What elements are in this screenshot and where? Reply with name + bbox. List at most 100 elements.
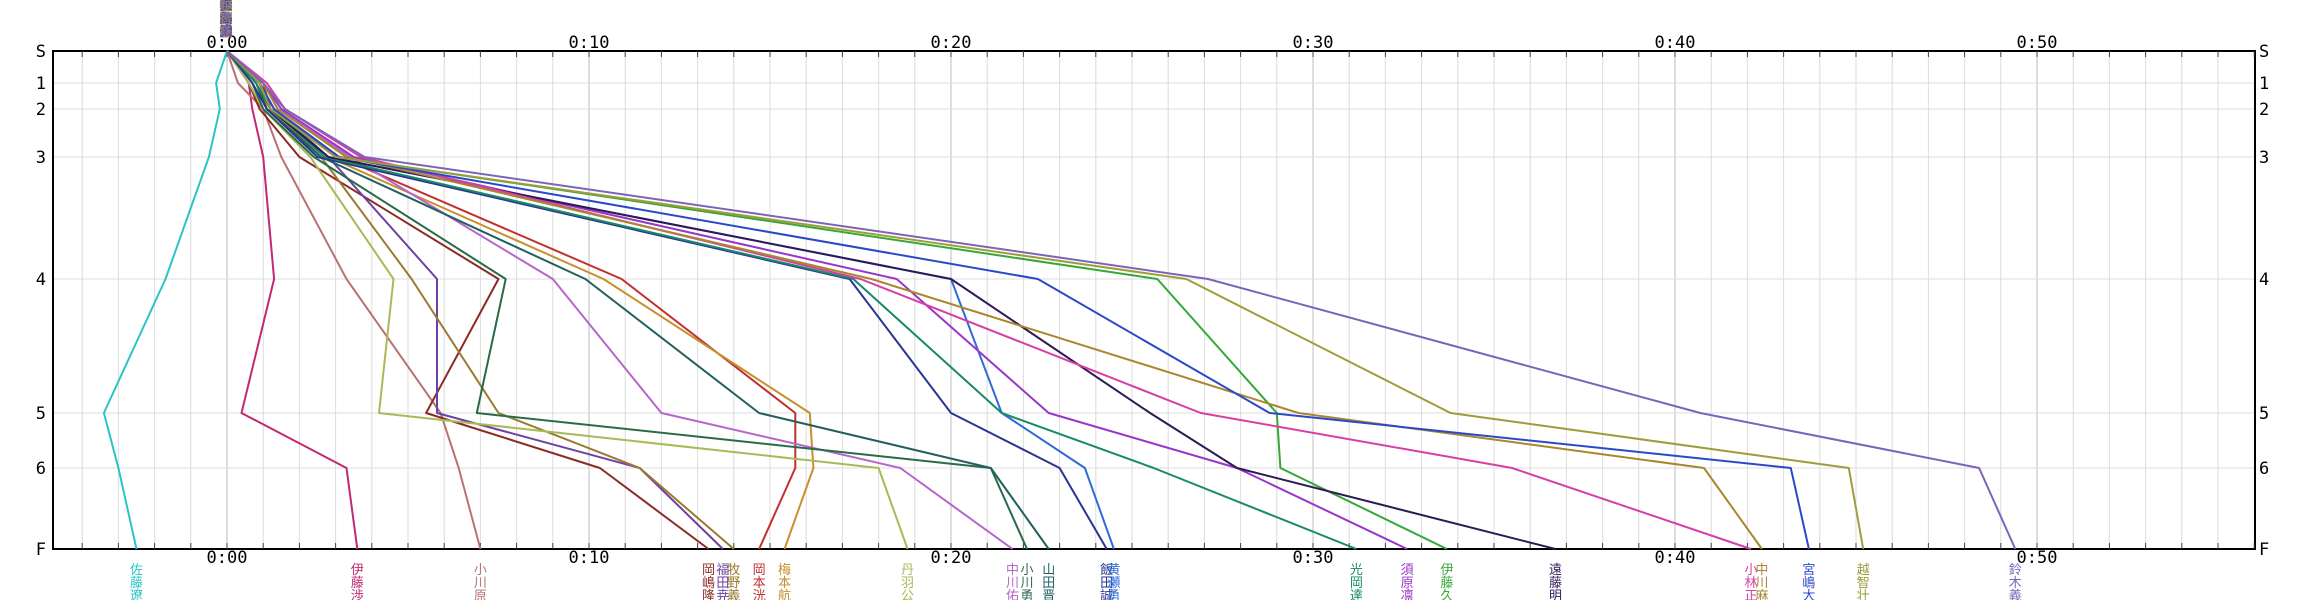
x-label-bottom: 0:10 [569,548,610,568]
control-labels-right: S 1 2 3 4 5 6 F [2259,42,2269,560]
control-label-right: 5 [2259,404,2269,424]
runner-name-finish[interactable]: 岡本洸 [753,563,766,600]
runner-name-finish[interactable]: 岡嶋隆 [702,563,715,600]
runner-name-finish[interactable]: 小林正 [1745,563,1758,600]
runner-name-start[interactable]: 飯田誠 [219,0,232,40]
runner-name-start[interactable]: 福田尭 [219,0,232,40]
control-label-left: F [36,540,46,560]
runner-name-start[interactable]: 小川原 [219,0,232,40]
x-axis-labels-bottom: 0:00 0:10 0:20 0:30 0:40 0:50 [207,548,2058,568]
runner-name-start[interactable]: 鈴木義 [219,0,232,40]
control-label-left: 3 [36,148,46,168]
runner-lines [102,50,2017,550]
runner-name-finish[interactable]: 光岡達 [1350,563,1363,600]
runner-name-start[interactable]: 岡本洸 [219,0,232,40]
runner-name-finish[interactable]: 遠藤明 [1549,563,1562,600]
runner-name-finish[interactable]: 丹羽公 [901,563,914,600]
runner-name-finish[interactable]: 鈴木義 [2009,563,2022,600]
control-label-right: 3 [2259,148,2269,168]
runner-name-start[interactable]: 宮嶋大 [219,0,232,40]
runner-name-finish[interactable]: 伊藤久 [1440,563,1453,600]
runner-name-finish[interactable]: 黄瀬勇 [1107,563,1120,600]
x-label-bottom: 0:50 [2017,548,2058,568]
control-label-left: S [36,42,46,62]
runner-line[interactable] [226,50,1752,550]
control-label-left: 6 [36,459,46,479]
x-label-top: 0:20 [931,33,972,53]
x-label-bottom: 0:30 [1293,548,1334,568]
runner-name-start[interactable]: 中川佑 [219,0,232,40]
runner-name-finish[interactable]: 飯田誠 [1100,563,1113,600]
control-label-right: S [2259,42,2269,62]
runner-name-start[interactable]: 遠藤明 [219,0,232,40]
runner-name-start[interactable]: 小林正 [219,0,232,40]
runner-name-finish[interactable]: 山田晋 [1042,563,1055,600]
x-label-top: 0:10 [569,33,610,53]
control-label-left: 4 [36,270,46,290]
runner-name-start[interactable]: 岡嶋隆 [219,0,232,40]
control-label-left: 5 [36,404,46,424]
control-label-right: F [2259,540,2269,560]
runner-name-start[interactable]: 伊藤久 [219,0,232,40]
runner-line[interactable] [226,50,1014,550]
x-axis-labels-top: 0:00 0:10 0:20 0:30 0:40 0:50 [207,33,2058,53]
runner-name-start[interactable]: 須原凛 [219,0,232,40]
x-label-bottom: 0:00 [207,548,248,568]
gridlines [53,51,2255,549]
runner-line[interactable] [226,50,909,550]
runner-line[interactable] [226,50,359,550]
control-labels-left: S 1 2 3 4 5 6 F [36,42,46,560]
x-label-top: 0:00 [207,33,248,53]
runner-line[interactable] [102,50,228,550]
runner-name-finish[interactable]: 中川佑 [1006,563,1019,600]
runner-line[interactable] [226,50,1108,550]
plot-frame [52,50,2256,550]
runner-line[interactable] [226,50,482,550]
runner-name-finish[interactable]: 牧野義 [727,563,740,600]
x-label-top: 0:30 [1293,33,1334,53]
runner-name-start[interactable]: 小川勇 [219,0,232,40]
runner-name-start[interactable]: 山田晋 [219,0,232,40]
runner-line[interactable] [226,50,1810,550]
runner-name-finish[interactable]: 伊藤渉 [351,563,364,600]
x-label-bottom: 0:20 [931,548,972,568]
runner-line[interactable] [226,50,815,550]
x-label-top: 0:50 [2017,33,2058,53]
control-label-left: 2 [36,100,46,120]
runner-name-finish[interactable]: 福田尭 [716,563,729,600]
runner-name-finish[interactable]: 須原凛 [1401,563,1414,600]
runner-name-start[interactable]: 光岡達 [219,0,232,40]
runner-name-finish[interactable]: 佐藤遼 [130,563,143,600]
runner-line[interactable] [226,50,1408,550]
runner-name-finish[interactable]: 小川勇 [1021,563,1034,600]
runner-name-finish[interactable]: 小川原 [474,563,487,600]
runner-name-finish[interactable]: 宮嶋大 [1802,562,1815,600]
control-label-left: 1 [36,74,46,94]
runner-line[interactable] [226,50,1865,550]
runner-line[interactable] [226,50,1357,550]
runner-name-start[interactable]: 佐藤遼 [219,0,232,40]
runner-name-finish[interactable]: 中川麻 [1755,563,1768,600]
runner-name-finish[interactable]: 梅本航 [778,563,791,600]
x-label-bottom: 0:40 [1655,548,1696,568]
runner-name-finish[interactable]: 越智壮 [1857,563,1870,600]
runner-names-start-stack: 佐藤遼伊藤渉小川原岡嶋隆福田尭牧野義岡本洸梅本航丹羽公中川佑小川勇山田晋飯田誠黄… [219,0,232,40]
control-label-right: 4 [2259,270,2269,290]
runner-name-start[interactable]: 黄瀬勇 [219,0,232,40]
x-label-top: 0:40 [1655,33,1696,53]
plot-border [52,50,2256,550]
runner-name-start[interactable]: 中川麻 [219,0,232,40]
runner-name-start[interactable]: 牧野義 [219,0,232,40]
control-label-right: 2 [2259,100,2269,120]
control-label-right: 1 [2259,74,2269,94]
runner-line[interactable] [226,50,1050,550]
runner-name-start[interactable]: 梅本航 [219,0,232,40]
runner-name-start[interactable]: 伊藤渉 [219,0,232,40]
control-label-right: 6 [2259,459,2269,479]
runner-line[interactable] [226,50,2017,550]
runner-name-start[interactable]: 丹羽公 [219,0,232,40]
runner-name-start[interactable]: 越智壮 [219,0,232,40]
